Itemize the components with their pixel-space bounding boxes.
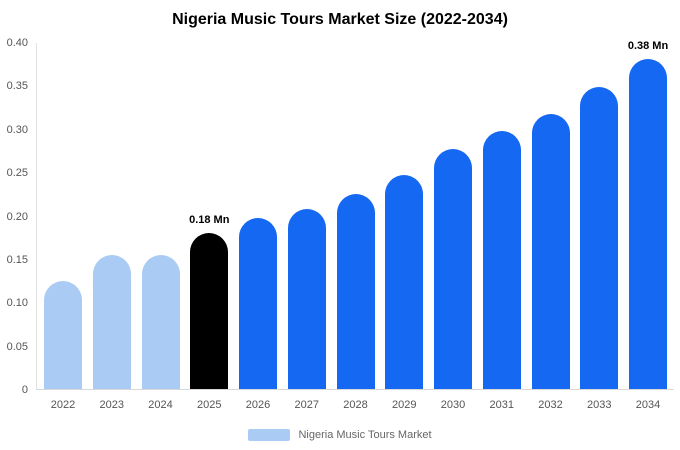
bar-2034 bbox=[629, 59, 667, 389]
bar-column: 0.18 Mn 2025 bbox=[189, 43, 230, 411]
x-tick-label: 2029 bbox=[392, 399, 417, 411]
bar-2030 bbox=[434, 148, 472, 389]
x-tick-label: 2033 bbox=[587, 399, 612, 411]
y-tick-label: 0.15 bbox=[6, 253, 28, 266]
bar-column: 2033 bbox=[579, 43, 619, 411]
x-tick-label: 2024 bbox=[148, 399, 173, 411]
bar-2023 bbox=[92, 254, 131, 389]
x-tick-label: 2030 bbox=[440, 399, 466, 411]
bar-column: 2028 bbox=[336, 43, 376, 411]
bar-column: 2032 bbox=[531, 43, 571, 411]
y-tick-label: 0.05 bbox=[6, 340, 28, 353]
bar-2025 bbox=[190, 232, 229, 389]
chart-title: Nigeria Music Tours Market Size (2022-20… bbox=[172, 11, 508, 28]
legend-label: Nigeria Music Tours Market bbox=[298, 429, 432, 441]
bar-column: 0.38 Mn 2034 bbox=[627, 40, 669, 411]
y-tick-label: 0.40 bbox=[6, 37, 28, 49]
x-tick-label: 2028 bbox=[343, 399, 368, 411]
x-tick-label: 2025 bbox=[197, 399, 222, 411]
x-tick-label: 2032 bbox=[538, 399, 563, 411]
data-label: 0.18 Mn bbox=[189, 213, 230, 226]
bar-2024 bbox=[141, 254, 180, 389]
bar-2028 bbox=[336, 193, 375, 389]
bar-column: 2022 bbox=[43, 43, 83, 411]
bar-2033 bbox=[580, 87, 619, 389]
bar-2027 bbox=[287, 209, 326, 389]
x-tick-label: 2026 bbox=[245, 399, 271, 411]
bar-column: 2030 bbox=[433, 43, 473, 411]
y-tick-label: 0 bbox=[21, 384, 28, 396]
legend-swatch bbox=[248, 429, 291, 441]
bar-column: 2023 bbox=[92, 43, 132, 411]
x-tick-label: 2022 bbox=[50, 399, 76, 411]
bar-column: 2026 bbox=[238, 43, 278, 411]
data-label: 0.38 Mn bbox=[627, 40, 669, 53]
bar-column: 2029 bbox=[384, 43, 424, 411]
plot-area: 2022 2023 2024 0.18 Mn 2025 2026 2027 2028 2029 2… bbox=[36, 40, 674, 411]
bar-2029 bbox=[385, 174, 424, 389]
bar-column: 2031 bbox=[482, 43, 522, 411]
bar-column: 2024 bbox=[141, 43, 181, 411]
x-tick-label: 2023 bbox=[99, 399, 124, 411]
bar-column: 2027 bbox=[287, 43, 327, 411]
y-tick-label: 0.25 bbox=[6, 167, 28, 180]
y-tick-label: 0.10 bbox=[6, 297, 28, 310]
bar-2026 bbox=[239, 218, 277, 389]
y-tick-label: 0.30 bbox=[6, 123, 28, 136]
x-tick-label: 2034 bbox=[635, 399, 661, 411]
bar-2022 bbox=[44, 280, 82, 389]
x-tick-label: 2031 bbox=[489, 399, 514, 411]
x-tick-label: 2027 bbox=[294, 399, 319, 411]
y-tick-label: 0.35 bbox=[6, 80, 28, 93]
y-axis: 0 0.05 0.10 0.15 0.20 0.25 0.30 0.35 0.40 bbox=[0, 37, 31, 396]
legend: Nigeria Music Tours Market bbox=[0, 429, 680, 441]
y-tick-label: 0.20 bbox=[6, 210, 28, 223]
bar-2032 bbox=[531, 114, 570, 389]
bars-container: 2022 2023 2024 0.18 Mn 2025 2026 2027 2028 2029 2… bbox=[37, 40, 674, 411]
bar-2031 bbox=[482, 131, 521, 389]
